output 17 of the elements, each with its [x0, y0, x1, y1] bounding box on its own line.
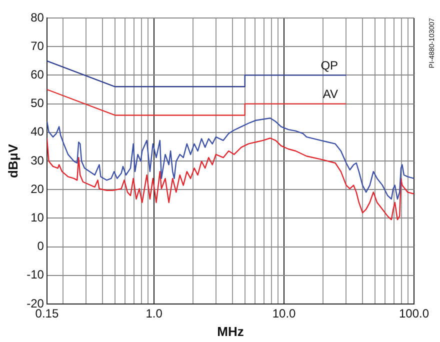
x-tick-label: 100.0 — [398, 306, 430, 321]
y-tick-label: 30 — [30, 153, 44, 168]
series-label: AV — [322, 87, 338, 102]
x-axis-title: MHz — [217, 324, 244, 339]
y-tick-label: -10 — [26, 268, 44, 282]
y-tick-label: 40 — [30, 124, 44, 139]
y-tick-label: 70 — [30, 38, 44, 53]
y-tick-label: 50 — [30, 96, 44, 110]
y-tick-label: 0 — [37, 239, 44, 254]
y-tick-label: 60 — [30, 68, 44, 82]
y-tick-label: 80 — [30, 10, 44, 24]
x-tick-label: 10.0 — [272, 306, 296, 321]
y-tick-label: 10 — [30, 210, 44, 225]
y-tick-label: 20 — [30, 182, 44, 196]
series-label: QP — [320, 58, 338, 73]
y-axis-title: dBμV — [5, 144, 20, 178]
x-tick-label: 1.0 — [146, 306, 163, 321]
